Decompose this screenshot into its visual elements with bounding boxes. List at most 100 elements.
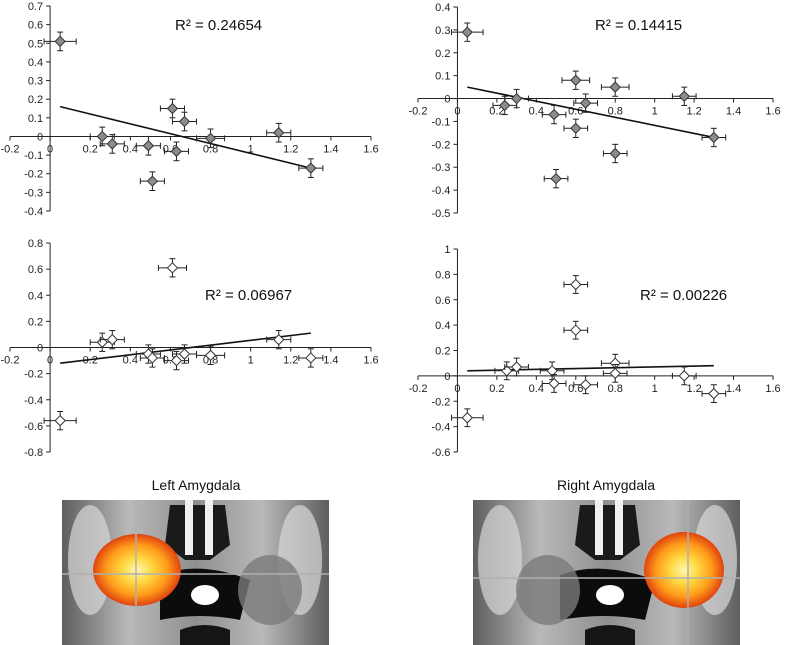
trendline	[60, 332, 311, 364]
diamond-marker	[708, 131, 720, 144]
x-tick-label: 1.4	[323, 355, 338, 367]
x-tick-label: 0.8	[203, 143, 218, 155]
y-tick-label: -0.2	[24, 369, 43, 381]
diamond-marker	[550, 172, 562, 185]
y-tick-label: -0.6	[24, 421, 43, 433]
diamond-marker	[106, 333, 118, 346]
data-point	[494, 361, 520, 381]
diamond-marker	[96, 130, 108, 143]
data-point	[139, 171, 165, 191]
data-point	[701, 384, 727, 404]
x-tick-label: 1.4	[323, 143, 338, 155]
diamond-marker	[204, 349, 217, 362]
diamond-marker	[499, 99, 511, 112]
diamond-marker	[96, 336, 108, 348]
y-tick-label: -0.4	[431, 422, 450, 434]
diamond-marker	[461, 412, 474, 424]
y-tick-label: -0.3	[24, 187, 43, 199]
data-point	[563, 118, 589, 138]
x-tick-label: 0.6	[568, 383, 583, 395]
data-point	[671, 366, 697, 386]
diamond-marker	[146, 175, 159, 187]
y-tick-label: 0.1	[28, 113, 43, 125]
x-tick-label: 1.2	[686, 383, 701, 395]
diamond-marker	[170, 145, 183, 158]
y-tick-label: -0.4	[431, 185, 450, 197]
y-tick-label: 0.7	[28, 1, 43, 13]
y-tick-label: 0.2	[435, 346, 450, 358]
data-point	[298, 348, 324, 368]
diamond-marker	[708, 387, 720, 400]
diamond-marker	[579, 379, 592, 391]
data-point	[159, 98, 185, 119]
x-tick-label: 1.6	[363, 355, 378, 367]
data-point	[43, 411, 77, 431]
y-tick-label: 1	[444, 244, 450, 256]
y-tick-label: 0.2	[28, 316, 43, 328]
data-point	[504, 357, 529, 377]
diamond-marker	[609, 147, 621, 160]
data-point	[602, 363, 628, 383]
x-tick-label: 0.2	[489, 383, 504, 395]
diamond-marker	[570, 74, 582, 86]
x-tick-label: 1	[652, 383, 658, 395]
y-tick-label: -0.2	[24, 169, 43, 181]
x-tick-label: 1	[652, 106, 658, 118]
x-tick-label: 0	[47, 355, 53, 367]
diamond-marker	[106, 138, 118, 150]
data-point	[573, 375, 598, 395]
x-tick-label: 0.4	[529, 106, 544, 118]
scatter-right-bottom: -0.2 0 0.2 0.4 0.6 0.8 1 1.2 1.4 1.6 -0.6 -0.4 -0.2 0…	[409, 244, 781, 459]
diamond-marker	[166, 262, 179, 274]
x-tick-label: 0.8	[608, 383, 623, 395]
r-squared-label: R² = 0.00226	[640, 287, 727, 304]
left-amygdala-blob	[93, 534, 181, 606]
diamond-marker	[548, 377, 560, 390]
scatter-right-top: -0.2 0 0.2 0.4 0.6 0.8 1 1.2 1.4 1.6 -0.5 -0.4 -0.3 -…	[409, 2, 781, 220]
diamond-marker	[678, 370, 690, 382]
y-tick-label: 0.4	[435, 2, 450, 14]
data-point	[543, 169, 569, 189]
data-point	[135, 135, 161, 156]
data-point	[451, 408, 484, 428]
diamond-marker	[54, 35, 66, 48]
y-tick-label: -0.2	[431, 139, 450, 151]
diamond-marker	[510, 92, 523, 105]
scatter-left-bottom: -0.2 0 0.2 0.4 0.6 0.8 1 1.2 1.4 1.6 -0.8 -0.6 -0.4 -…	[1, 238, 379, 459]
diamond-marker	[570, 122, 582, 135]
y-tick-label: 0.6	[435, 295, 450, 307]
scatter-left-top: -0.2 0 0.2 0.4 0.6 0.8 1 1.2 1.4 1.6-0.4-0.3-0.2-…	[1, 1, 379, 218]
y-tick-label: 0.2	[28, 94, 43, 106]
y-tick-label: -0.8	[24, 447, 43, 459]
y-tick-label: -0.4	[24, 395, 43, 407]
y-tick-label: 0	[444, 371, 450, 383]
y-tick-label: -0.1	[431, 116, 450, 128]
x-tick-label: 1.2	[686, 106, 701, 118]
diamond-marker	[510, 361, 523, 373]
diamond-marker	[546, 365, 558, 377]
y-tick-label: 0.4	[435, 320, 450, 332]
diamond-marker	[570, 278, 582, 291]
x-tick-label: -0.2	[409, 106, 428, 118]
x-tick-label: -0.2	[1, 143, 20, 155]
y-tick-label: 0.8	[435, 269, 450, 281]
x-tick-label: 0.8	[608, 106, 623, 118]
diamond-marker	[579, 97, 592, 109]
x-tick-label: -0.2	[409, 383, 428, 395]
x-tick-label: -0.2	[1, 355, 20, 367]
data-point	[671, 86, 697, 106]
y-tick-label: -0.5	[431, 208, 450, 220]
data-point	[541, 104, 567, 125]
data-point	[573, 93, 598, 113]
diamond-marker	[609, 81, 621, 93]
data-point	[298, 158, 324, 178]
diamond-marker	[273, 333, 285, 346]
trendline	[59, 105, 312, 169]
data-point	[563, 320, 589, 340]
data-point	[266, 122, 292, 143]
right-amygdala-caption: Right Amygdala	[557, 477, 655, 493]
trendline	[467, 86, 714, 139]
y-tick-label: -0.1	[24, 150, 43, 162]
diamond-marker	[166, 102, 179, 115]
